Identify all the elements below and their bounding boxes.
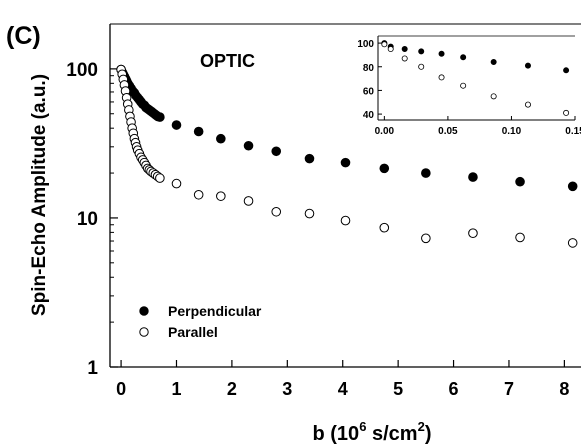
inset-parallel-point [460, 82, 467, 89]
inset-y-tick-label: 60 [363, 86, 375, 97]
parallel-point [171, 178, 182, 189]
main-ticks [110, 23, 565, 368]
x-axis-label: b (106 s/cm2) [313, 419, 432, 445]
perpendicular-point [171, 120, 182, 130]
inset-tick-labels: 0.00 0.05 0.10 0.15 40 60 80 100 [357, 39, 581, 137]
perpendicular-point [243, 140, 254, 151]
y-tick-label: 100 [66, 60, 98, 81]
inset-parallel-point [563, 109, 570, 116]
x-tick-label: 6 [449, 379, 459, 399]
inset-parallel-point [381, 41, 388, 48]
x-tick-label: 7 [504, 379, 514, 399]
perpendicular-point [379, 163, 390, 174]
inset-perpendicular-point [490, 59, 497, 66]
inset-parallel-point [524, 101, 531, 108]
inset-parallel-point [387, 46, 394, 53]
parallel-point [243, 196, 254, 206]
parallel-point [567, 238, 578, 248]
chart-title: OPTIC [200, 51, 255, 71]
main-data-points [116, 64, 578, 248]
inset-perpendicular-point [438, 50, 445, 57]
perpendicular-point [515, 176, 525, 187]
inset-y-tick-label: 100 [357, 39, 374, 50]
inset-plot: 0.00 0.05 0.10 0.15 40 60 80 100 [357, 31, 581, 137]
parallel-point [340, 215, 351, 226]
perpendicular-point [216, 133, 226, 144]
perpendicular-point [567, 181, 578, 192]
x-tick-label: 3 [282, 379, 292, 399]
parallel-point [193, 189, 204, 200]
perpendicular-point [193, 126, 204, 137]
x-tick-label: 4 [338, 379, 348, 399]
x-tick-label: 2 [227, 379, 237, 399]
inset-x-tick-label: 0.00 [375, 126, 395, 137]
inset-parallel-point [438, 74, 445, 81]
inset-perpendicular-point [418, 48, 425, 55]
inset-x-tick-label: 0.10 [502, 126, 522, 137]
legend-marker-parallel [139, 327, 149, 337]
perpendicular-point [271, 146, 282, 157]
inset-y-tick-label: 40 [363, 110, 375, 121]
perpendicular-point [304, 153, 315, 164]
panel-label: (C) [6, 22, 41, 50]
x-tick-label: 8 [559, 379, 569, 399]
x-tick-label: 0 [116, 379, 126, 399]
legend-label-perpendicular: Perpendicular [168, 303, 262, 319]
perpendicular-point [155, 112, 165, 122]
y-tick-label: 10 [77, 209, 98, 230]
parallel-point [155, 173, 165, 183]
parallel-point [304, 208, 315, 219]
inset-y-tick-label: 80 [363, 63, 375, 74]
inset-perpendicular-point [460, 54, 467, 61]
inset-perpendicular-point [401, 46, 408, 53]
parallel-point [468, 228, 478, 238]
inset-perpendicular-point [524, 62, 531, 69]
inset-parallel-point [418, 63, 425, 70]
x-tick-label: 1 [171, 379, 181, 399]
parallel-point [421, 233, 431, 244]
perpendicular-point [421, 168, 431, 178]
parallel-point [515, 232, 525, 243]
inset-background [368, 31, 578, 123]
legend: Perpendicular Parallel [139, 303, 262, 340]
inset-x-tick-label: 0.05 [438, 126, 458, 137]
inset-data-points [381, 40, 570, 116]
inset-parallel-point [401, 55, 408, 62]
parallel-point [216, 191, 226, 201]
parallel-point [271, 206, 282, 217]
legend-marker-perpendicular [139, 306, 149, 316]
inset-perpendicular-point [563, 67, 570, 74]
inset-x-tick-label: 0.15 [565, 126, 581, 137]
legend-label-parallel: Parallel [168, 324, 218, 340]
perpendicular-point [468, 172, 478, 182]
parallel-point [379, 222, 390, 233]
x-tick-label: 5 [393, 379, 403, 399]
inset-parallel-point [490, 93, 497, 100]
perpendicular-point [340, 157, 351, 168]
inset-ticks [378, 42, 576, 120]
y-axis-label: Spin-Echo Amplitude (a.u.) [29, 74, 50, 316]
y-tick-label: 1 [87, 358, 98, 379]
